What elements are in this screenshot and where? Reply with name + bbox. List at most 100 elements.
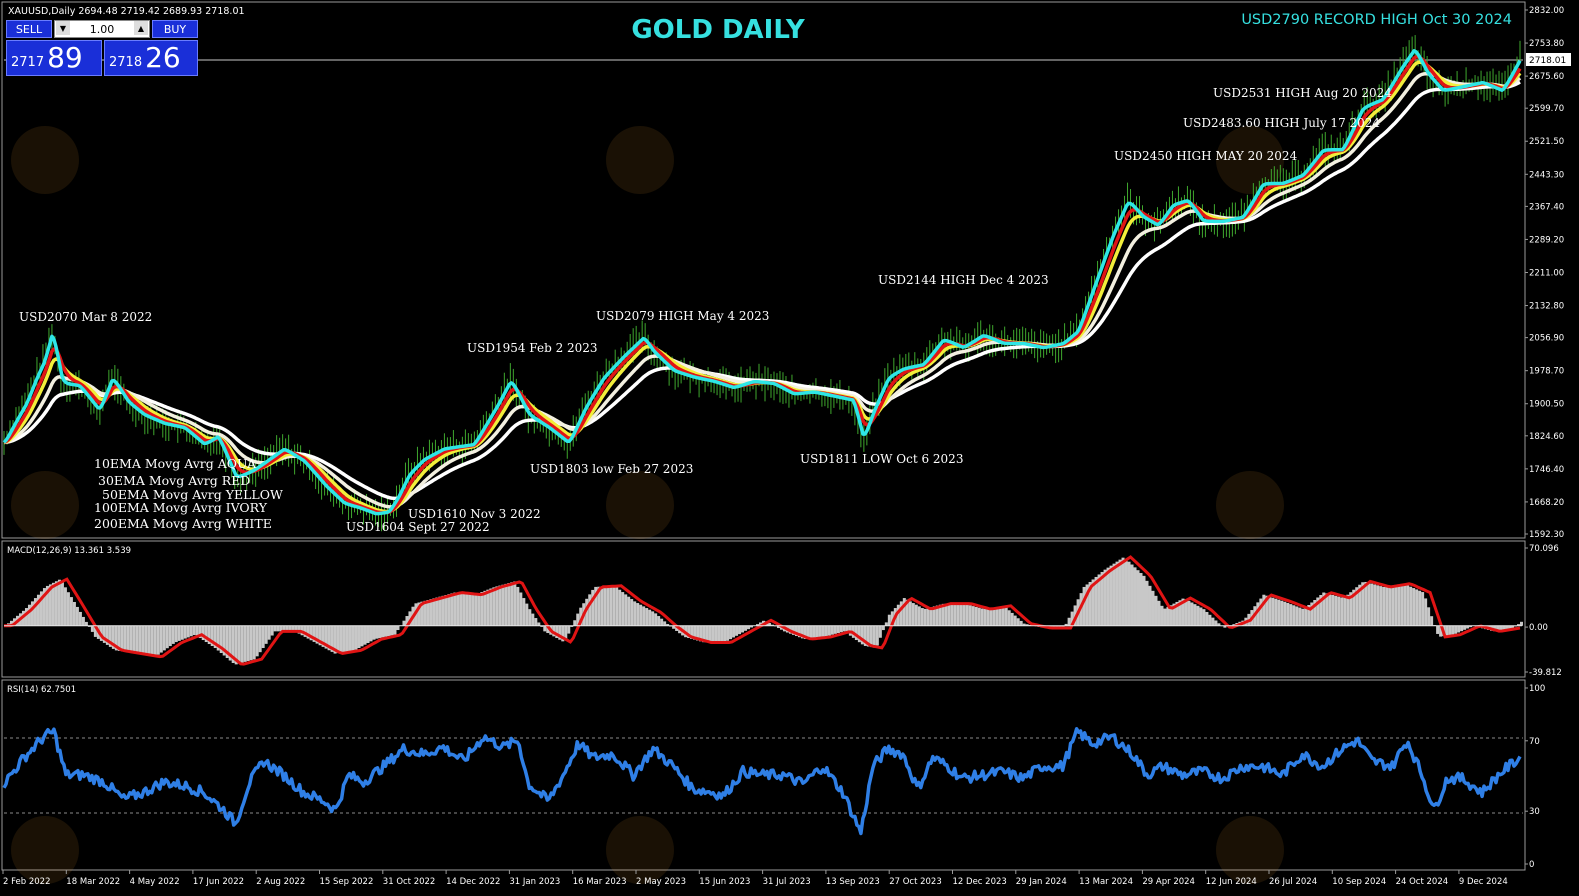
macd-histogram-bar (1085, 584, 1089, 626)
macd-histogram-bar (519, 592, 523, 626)
macd-histogram-bar (729, 625, 733, 640)
macd-histogram-bar (141, 625, 145, 655)
macd-histogram-bar (297, 625, 301, 634)
macd-histogram-bar (1064, 623, 1068, 626)
macd-histogram-bar (465, 593, 469, 626)
macd-histogram-bar (492, 587, 496, 626)
macd-histogram-bar (21, 610, 25, 626)
macd-histogram-bar (1385, 586, 1389, 626)
macd-histogram-bar (1211, 617, 1215, 626)
macd-histogram-bar (501, 584, 505, 626)
macd-histogram-bar (983, 608, 987, 626)
macd-histogram-bar (1025, 624, 1029, 626)
macd-histogram-bar (660, 618, 664, 626)
macd-histogram-bar (857, 625, 861, 643)
macd-histogram-bar (330, 625, 334, 652)
x-tick-label: 31 Jan 2023 (509, 877, 560, 887)
macd-histogram-bar (1310, 602, 1314, 626)
sell-button[interactable]: SELL (6, 20, 52, 38)
macd-histogram-bar (1451, 625, 1455, 635)
annotations: USD2070 Mar 8 2022 USD1954 Feb 2 2023 US… (19, 86, 1392, 534)
macd-histogram-bar (1334, 595, 1338, 626)
macd-histogram-bar (1145, 580, 1149, 626)
sell-price-prefix: 2717 (11, 55, 45, 70)
sell-quote[interactable]: 2717 89 (6, 40, 102, 76)
macd-histogram-bar (555, 625, 559, 639)
annotation-2144: USD2144 HIGH Dec 4 2023 (878, 273, 1049, 287)
macd-histogram-bar (543, 625, 547, 632)
macd-histogram-bar (833, 625, 837, 634)
macd-histogram-bar (438, 596, 442, 626)
macd-histogram-bar (794, 625, 798, 637)
macd-histogram-bar (384, 625, 388, 637)
macd-histogram-bar (959, 603, 963, 626)
macd-histogram-bar (741, 625, 745, 633)
macd-histogram-bar (444, 595, 448, 626)
macd-histogram-bar (30, 601, 34, 626)
macd-histogram-bar (732, 625, 736, 638)
lot-size-input[interactable]: 1.00 (54, 20, 150, 38)
macd-histogram-bar (929, 607, 933, 626)
macd-histogram-bar (1010, 612, 1014, 626)
macd-histogram-bar (504, 583, 508, 626)
macd-histogram-bar (24, 608, 28, 626)
macd-histogram-bar (177, 625, 181, 641)
macd-histogram-bar (1448, 625, 1452, 636)
macd-histogram-bar (1130, 564, 1134, 626)
macd-histogram-bar (252, 625, 256, 660)
annotation-2531: USD2531 HIGH Aug 20 2024 (1213, 86, 1392, 100)
macd-histogram-bar (1292, 605, 1296, 626)
macd-histogram-bar (905, 599, 909, 626)
macd-histogram-bar (87, 625, 91, 627)
macd-histogram-bar (932, 606, 936, 626)
macd-histogram-bar (1394, 584, 1398, 626)
macd-histogram-bar (980, 608, 984, 626)
macd-histogram-bar (1280, 600, 1284, 626)
macd-histogram-bar (1406, 585, 1410, 626)
macd-histogram-bar (1283, 601, 1287, 626)
macd-histogram-bar (159, 625, 163, 653)
macd-histogram-bar (1118, 559, 1122, 626)
macd-histogram-bar (1148, 585, 1152, 626)
macd-histogram-bar (618, 589, 622, 626)
macd-histogram-bar (875, 625, 879, 646)
wikifx-watermark (11, 126, 1284, 884)
macd-histogram-bar (78, 611, 82, 626)
macd-histogram-bar (291, 625, 295, 632)
macd-histogram-bar (902, 598, 906, 626)
macd-histogram-bar (1421, 592, 1425, 626)
macd-histogram-bar (144, 625, 148, 656)
macd-histogram-bar (1301, 608, 1305, 626)
macd-histogram-bar (1364, 581, 1368, 626)
macd-histogram-bar (1460, 625, 1464, 632)
macd-histogram-bar (48, 584, 52, 626)
macd-histogram-bar (1178, 600, 1182, 626)
buy-quote[interactable]: 2718 26 (104, 40, 198, 76)
macd-histogram-bar (588, 594, 592, 626)
macd-histogram-bar (648, 609, 652, 626)
macd-histogram-bar (1409, 586, 1413, 626)
lot-decrease-icon[interactable]: ▼ (56, 21, 70, 35)
buy-button[interactable]: BUY (152, 20, 198, 38)
macd-histogram-bar (255, 625, 259, 657)
macd-histogram-bar (114, 625, 118, 651)
macd-histogram-and-signal (4, 555, 1524, 666)
macd-histogram-bar (917, 606, 921, 626)
x-tick-label: 26 Jul 2024 (1269, 877, 1317, 887)
lot-increase-icon[interactable]: ▲ (134, 21, 148, 35)
macd-histogram-bar (378, 625, 382, 639)
macd-histogram-bar (1022, 623, 1026, 626)
macd-histogram-bar (690, 625, 694, 639)
price-panel (1, 1, 1526, 539)
macd-histogram-bar (1106, 567, 1110, 626)
macd-histogram-bar (171, 625, 175, 644)
macd-histogram-bar (842, 625, 846, 632)
macd-histogram-bar (1109, 565, 1113, 626)
macd-histogram-bar (1205, 611, 1209, 626)
macd-histogram-bar (327, 625, 331, 651)
macd-histogram-bar (1400, 583, 1404, 626)
macd-histogram-bar (1463, 625, 1467, 630)
macd-histogram-bar (510, 582, 514, 626)
macd-histogram-bar (938, 604, 942, 626)
macd-histogram-bar (558, 625, 562, 640)
